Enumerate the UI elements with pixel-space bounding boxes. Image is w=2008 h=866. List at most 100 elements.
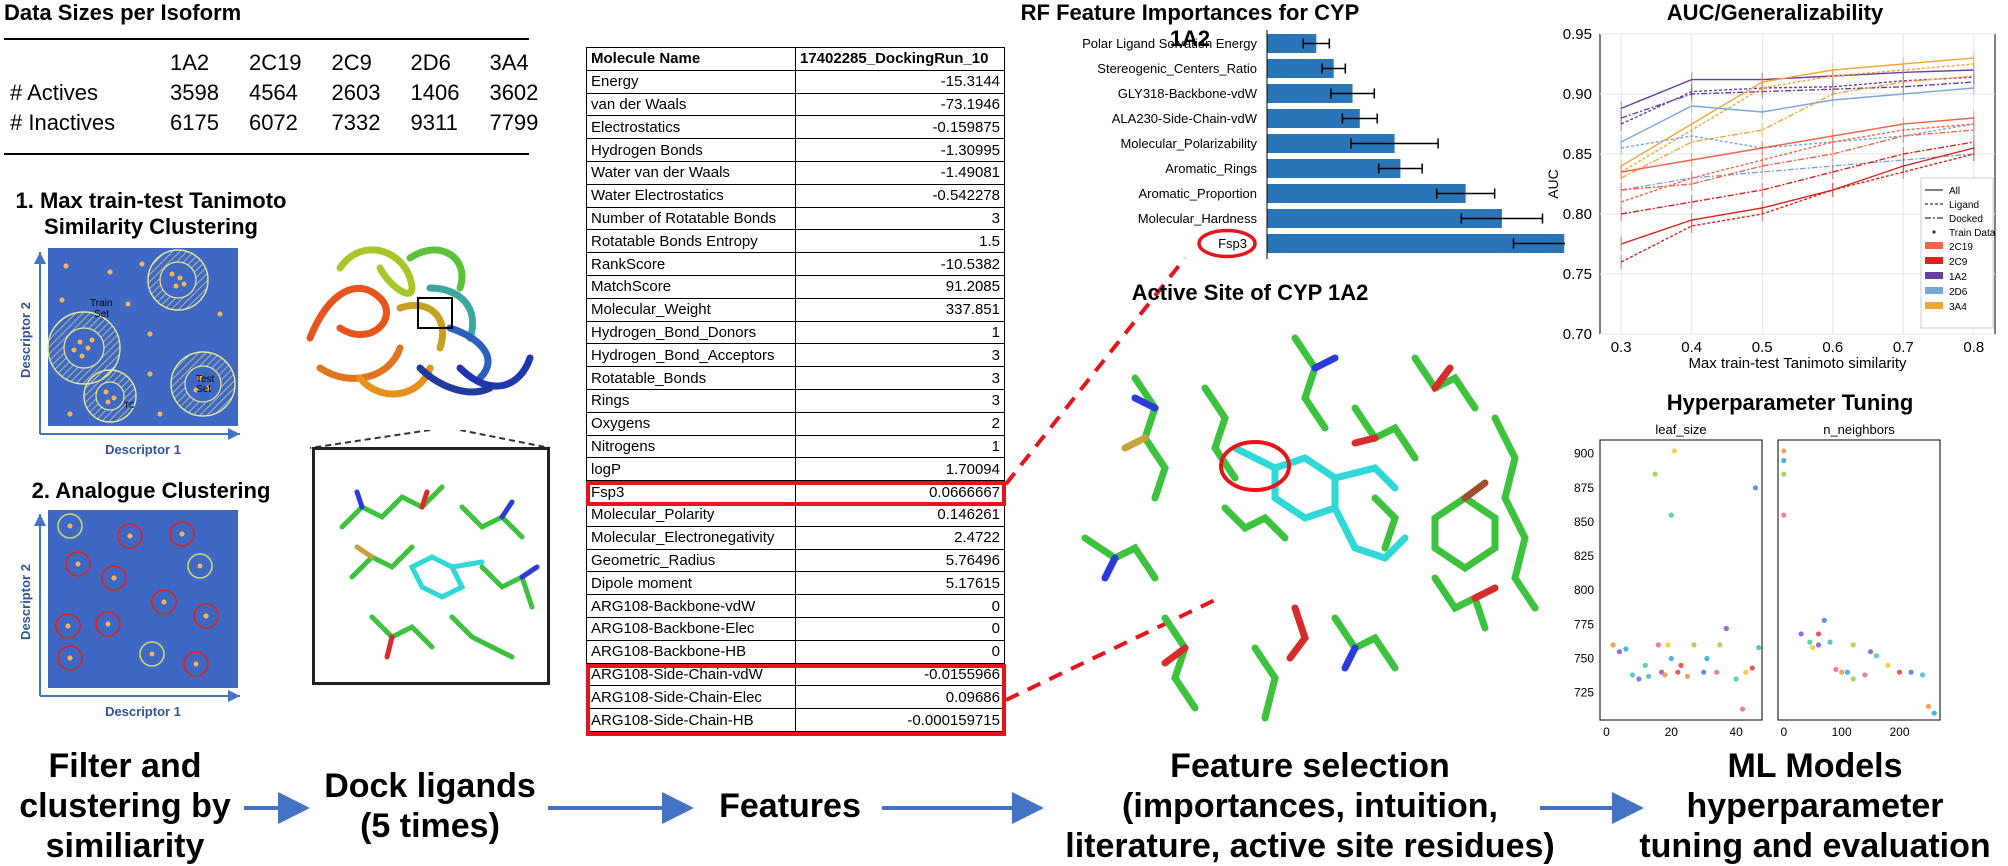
feature-row: Water van der Waals -1.49081 bbox=[586, 160, 1005, 185]
feature-value-cell: 2 bbox=[795, 411, 1005, 436]
hp-ytick: 775 bbox=[1574, 617, 1594, 631]
feature-name-cell: RankScore bbox=[586, 252, 796, 276]
hp-point bbox=[1668, 655, 1674, 662]
feature-header-row: Molecule Name 17402285_DockingRun_10 bbox=[586, 47, 1005, 71]
feature-name-cell: Hydrogen_Bond_Donors bbox=[586, 320, 796, 345]
feature-name-cell: Hydrogen Bonds bbox=[586, 138, 796, 162]
auc-series-line bbox=[1620, 76, 1974, 125]
auc-xtick: 0.8 bbox=[1963, 339, 1984, 356]
auc-legend-label: 1A2 bbox=[1949, 272, 1967, 283]
hp-point bbox=[1862, 672, 1868, 678]
hp-point bbox=[1701, 669, 1707, 675]
feature-name-cell: Rotatable Bonds Entropy bbox=[586, 229, 796, 254]
hp-ytick: 725 bbox=[1574, 686, 1594, 700]
feature-row: Electrostatics -0.159875 bbox=[586, 115, 1005, 140]
feature-value-cell: 3 bbox=[795, 388, 1005, 413]
feature-name-cell: Energy bbox=[586, 69, 796, 94]
hp-point bbox=[1839, 669, 1845, 675]
auc-series-line bbox=[1620, 69, 1974, 110]
feature-name-cell: MatchScore bbox=[586, 274, 796, 299]
feature-value-cell: 1 bbox=[795, 320, 1005, 345]
feature-name-cell: ARG108-Side-Chain-Elec bbox=[586, 685, 796, 710]
hp-point bbox=[1623, 646, 1629, 652]
feature-row: Geometric_Radius 5.76496 bbox=[586, 548, 1005, 573]
auc-title: AUC/Generalizability bbox=[1666, 0, 1884, 25]
feature-value-cell: 0 bbox=[795, 616, 1005, 641]
hp-point bbox=[1815, 642, 1822, 648]
auc-legend-swatch bbox=[1925, 257, 1943, 264]
auc-series-line bbox=[1621, 123, 1974, 149]
cluster1-title: 1. Max train-test Tanimoto Similarity Clu… bbox=[15, 188, 287, 239]
hp-point bbox=[1642, 662, 1648, 668]
feature-name-cell: Electrostatics bbox=[586, 115, 796, 140]
feature-value-cell: 1.70094 bbox=[795, 457, 1005, 482]
hp-point bbox=[1668, 512, 1674, 518]
svg-text:Descriptor 1: Descriptor 1 bbox=[105, 704, 181, 719]
site-title: Active Site of CYP 1A2 bbox=[1131, 280, 1369, 305]
rf-bar bbox=[1267, 234, 1565, 253]
hp-point bbox=[1807, 639, 1813, 645]
feature-row: Molecular_Polarity 0.146261 bbox=[586, 502, 1005, 527]
rf-category-label: Molecular_Polarizability bbox=[1120, 136, 1257, 151]
svg-text:Descriptor 2: Descriptor 2 bbox=[18, 302, 33, 378]
auc-ytick: 0.75 bbox=[1563, 266, 1592, 283]
auc-ytick: 0.80 bbox=[1563, 206, 1592, 223]
hp-point bbox=[1798, 631, 1804, 637]
sizes-cell: 3598 bbox=[170, 80, 219, 105]
hp-ytick: 750 bbox=[1574, 652, 1594, 666]
zoom-lines bbox=[309, 430, 551, 449]
hp-point bbox=[1827, 639, 1833, 645]
auc-series-line bbox=[1620, 57, 1974, 167]
hp-point bbox=[1678, 662, 1684, 668]
hp-point bbox=[1781, 448, 1787, 454]
svg-text:Train: Train bbox=[90, 298, 112, 309]
feature-value-cell: -15.3144 bbox=[795, 69, 1005, 94]
feature-value-cell: -0.000159715 bbox=[795, 708, 1005, 732]
sizes-col-header: 2C9 bbox=[331, 50, 372, 75]
sizes-cell: 7799 bbox=[489, 110, 539, 135]
feature-row: van der Waals -73.1946 bbox=[586, 92, 1005, 117]
sizes-cell: 7332 bbox=[331, 110, 381, 135]
sizes-cell: 2603 bbox=[331, 80, 381, 105]
auc-series-line bbox=[1621, 117, 1974, 173]
hp-point bbox=[1646, 673, 1652, 679]
feature-row: Hydrogen_Bond_Donors 1 bbox=[586, 320, 1005, 345]
hp-point bbox=[1629, 672, 1635, 678]
step3-label: Features bbox=[719, 787, 861, 825]
step1-label: Filter and clustering by similiarity bbox=[19, 747, 231, 865]
auc-series-line bbox=[1620, 75, 1974, 179]
feature-row: ARG108-Side-Chain-HB -0.000159715 bbox=[586, 708, 1005, 732]
feature-row: Number of Rotatable Bonds 3 bbox=[586, 206, 1005, 231]
sizes-row: # Inactives 6175 6072 7332 9311 7799 bbox=[6, 108, 552, 138]
hp-point bbox=[1662, 672, 1668, 678]
feature-value-cell: 0 bbox=[795, 594, 1005, 618]
sizes-col-header: 3A4 bbox=[489, 50, 529, 75]
sizes-cell: 3602 bbox=[489, 80, 539, 105]
svg-text:Descriptor 1: Descriptor 1 bbox=[105, 442, 181, 457]
feature-row: Water Electrostatics -0.542278 bbox=[586, 183, 1005, 208]
auc-legend-swatch bbox=[1925, 287, 1943, 294]
feature-name-cell: Oxygens bbox=[586, 411, 796, 436]
feature-value-cell: 1 bbox=[795, 434, 1005, 459]
sizes-cell: 6175 bbox=[170, 110, 219, 135]
hp-point bbox=[1844, 669, 1851, 675]
feature-row: ARG108-Backbone-vdW 0 bbox=[586, 594, 1005, 618]
hp-point bbox=[1655, 642, 1661, 648]
cluster2-plot: Descriptor 1 Descriptor 2 bbox=[18, 510, 240, 719]
auc-xtick: 0.6 bbox=[1822, 339, 1843, 356]
protein-ribbon-image bbox=[306, 246, 534, 398]
active-site-image bbox=[1081, 334, 1539, 722]
hp-xtick: 0 bbox=[1603, 725, 1610, 739]
feature-name-cell: ARG108-Side-Chain-vdW bbox=[586, 662, 796, 687]
hp-point bbox=[1749, 665, 1755, 671]
feature-name-cell: Water van der Waals bbox=[586, 160, 796, 185]
auc-xlabel: Max train-test Tanimoto similarity bbox=[1688, 355, 1907, 372]
hp-point bbox=[1684, 673, 1691, 679]
docked-ligand-image bbox=[312, 447, 550, 685]
auc-legend-label: 3A4 bbox=[1949, 302, 1967, 313]
flow-arrows bbox=[244, 792, 1644, 824]
hp-ytick: 900 bbox=[1574, 447, 1594, 461]
hp-point bbox=[1815, 631, 1822, 637]
rf-bar bbox=[1267, 134, 1395, 153]
feature-row: ARG108-Backbone-Elec 0 bbox=[586, 616, 1005, 641]
